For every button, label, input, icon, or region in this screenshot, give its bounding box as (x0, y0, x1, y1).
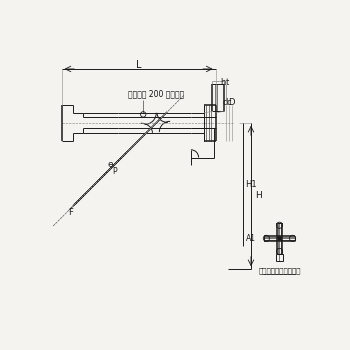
Text: A1: A1 (246, 234, 256, 243)
Text: e: e (108, 160, 113, 169)
Text: d: d (223, 98, 228, 106)
Text: P: P (112, 167, 117, 176)
Text: 缺口内径 200 メッシュ: 缺口内径 200 メッシュ (128, 89, 184, 98)
Text: H: H (255, 191, 261, 201)
Text: スクリーンの外形尺圖: スクリーンの外形尺圖 (258, 267, 301, 274)
Text: F: F (68, 208, 72, 217)
Text: t: t (226, 78, 230, 87)
Text: L: L (136, 60, 141, 70)
Text: H1: H1 (246, 180, 257, 189)
Text: h: h (220, 78, 226, 87)
Text: D: D (229, 98, 235, 106)
Bar (276, 254, 284, 261)
Circle shape (277, 236, 282, 241)
Text: c: c (226, 98, 231, 106)
